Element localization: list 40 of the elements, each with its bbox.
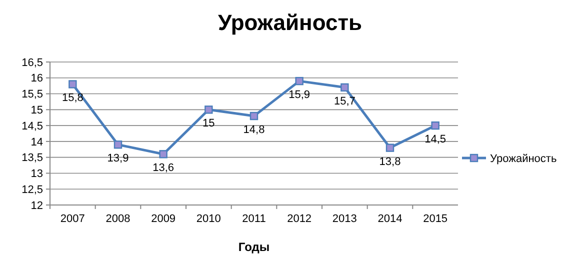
- x-tick-label: 2009: [151, 213, 176, 225]
- chart-title: Урожайность: [218, 10, 362, 35]
- data-label: 15,9: [288, 89, 310, 102]
- x-tick-label: 2011: [242, 213, 266, 225]
- x-tick-label: 2012: [287, 213, 312, 225]
- data-label: 14,8: [243, 124, 265, 136]
- point: [114, 140, 122, 149]
- y-tick-label: 14: [30, 136, 43, 148]
- data-label: 15,8: [62, 92, 84, 104]
- y-tick-label: 12,5: [22, 184, 43, 196]
- data-label: 15,7: [334, 95, 356, 108]
- y-tick-label: 16,5: [22, 56, 43, 69]
- point: [204, 106, 213, 114]
- y-tick-label: 16: [30, 72, 43, 85]
- x-tick-label: 2008: [106, 213, 130, 225]
- data-label: 15: [202, 118, 215, 130]
- y-tick-label: 14,5: [22, 120, 43, 132]
- y-tick-label: 12: [30, 200, 43, 212]
- x-axis-title: Годы: [238, 240, 270, 254]
- y-tick-label: 13: [30, 168, 43, 180]
- data-label: 14,5: [424, 134, 446, 146]
- point: [386, 144, 394, 152]
- point: [68, 80, 77, 88]
- data-label: 13,9: [107, 152, 129, 165]
- y-tick-label: 13,5: [22, 152, 43, 164]
- y-tick-label: 15: [30, 104, 43, 117]
- x-tick-label: 2013: [332, 213, 357, 225]
- point: [250, 112, 258, 120]
- x-tick-label: 2010: [196, 213, 221, 225]
- data-label: 13,8: [379, 156, 401, 168]
- legend-label: Урожайность: [490, 152, 557, 165]
- x-tick-label: 2007: [60, 213, 85, 225]
- data-label: 13,6: [152, 162, 174, 174]
- x-tick-label: 2014: [378, 213, 402, 225]
- point: [295, 76, 304, 86]
- point: [340, 83, 349, 92]
- y-tick-label: 15,5: [22, 88, 43, 101]
- x-tick-label: 2015: [423, 213, 448, 225]
- point: [159, 150, 168, 158]
- point: [431, 121, 440, 130]
